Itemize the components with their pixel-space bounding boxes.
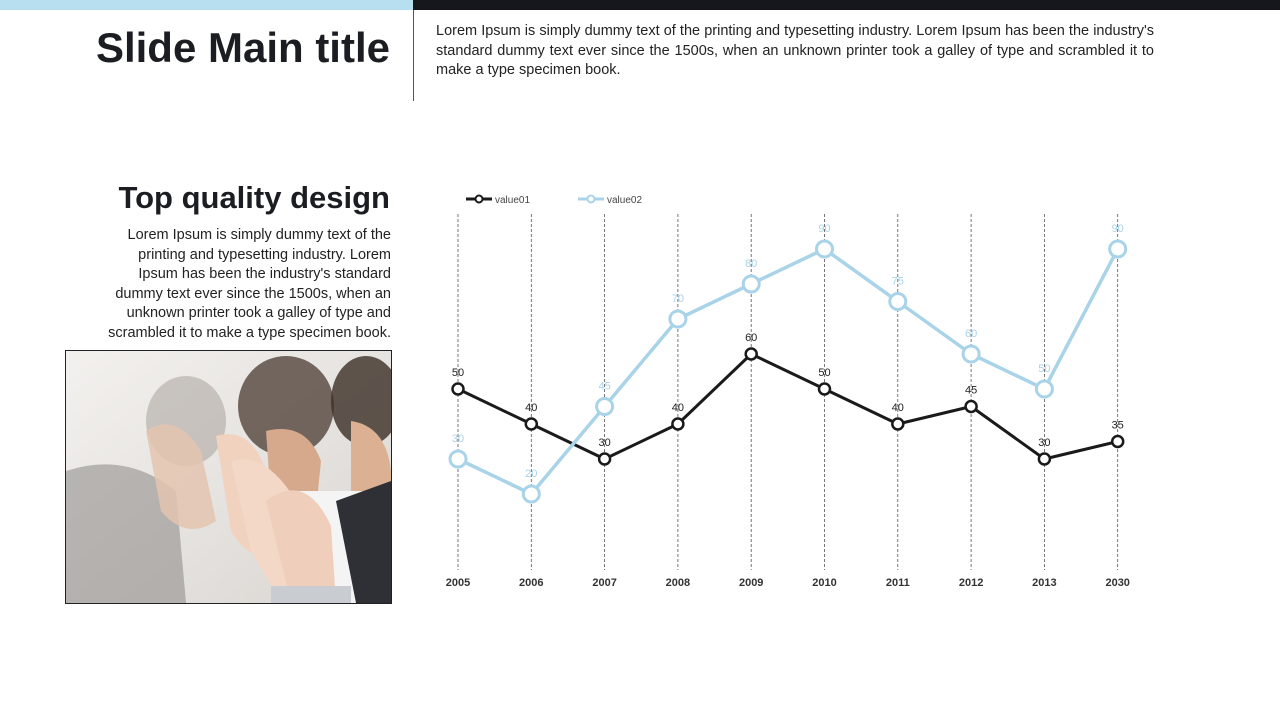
data-point <box>521 484 541 504</box>
data-label: 45 <box>965 385 977 397</box>
data-point <box>964 399 978 414</box>
x-tick-label: 2005 <box>446 577 470 589</box>
data-label: 30 <box>598 437 610 449</box>
top-accent-bar-dark <box>413 0 1280 10</box>
data-point <box>451 382 465 396</box>
line-chart: 50 40 30 40 60 50 40 45 30 35 30 20 45 70 80 90 75 60 50 90… <box>446 194 1130 589</box>
data-point <box>744 347 758 361</box>
x-tick-label: 2008 <box>666 577 690 589</box>
data-point <box>595 397 615 416</box>
data-label: 40 <box>525 402 537 414</box>
x-tick-label: 2012 <box>959 577 983 589</box>
data-point <box>961 344 981 364</box>
data-label: 35 <box>1112 420 1124 432</box>
data-label: 30 <box>452 433 464 445</box>
applause-photo <box>65 350 392 604</box>
x-tick-label: 2011 <box>886 577 910 589</box>
data-point <box>817 382 832 396</box>
legend-label: value02 <box>607 195 642 206</box>
data-point <box>1108 239 1128 259</box>
data-label: 60 <box>965 328 977 340</box>
data-label: 75 <box>892 276 904 288</box>
intro-paragraph: Lorem Ipsum is simply dummy text of the … <box>436 23 1154 78</box>
legend-swatch-marker <box>474 194 484 204</box>
legend-swatch-marker <box>586 194 596 204</box>
x-tick-label: 2013 <box>1032 577 1056 589</box>
slide-main-title: Slide Main title <box>95 24 390 71</box>
data-point <box>815 239 834 259</box>
data-label: 60 <box>745 332 757 344</box>
data-point <box>524 417 539 431</box>
legend-label: value01 <box>495 195 530 206</box>
data-point <box>891 417 905 431</box>
x-tick-label: 2009 <box>739 577 763 589</box>
series-line-value02 <box>457 247 1120 496</box>
data-label: 70 <box>672 293 684 305</box>
data-label: 50 <box>818 367 830 379</box>
data-point <box>668 309 688 329</box>
x-tick-label: 2007 <box>592 577 616 589</box>
data-label: 20 <box>525 468 537 480</box>
data-label: 40 <box>672 402 684 414</box>
top-accent-bar-light <box>0 0 413 10</box>
data-label: 40 <box>892 402 904 414</box>
section-body-text: Lorem Ipsum is simply dummy text of the … <box>108 227 391 341</box>
data-point <box>1037 452 1052 466</box>
x-tick-label: 2030 <box>1105 577 1129 589</box>
data-label: 50 <box>1038 363 1050 375</box>
data-point <box>1110 434 1125 449</box>
series-line-value01 <box>457 352 1119 461</box>
data-label: 90 <box>1112 223 1124 235</box>
x-tick-label: 2006 <box>519 577 543 589</box>
data-label: 30 <box>1038 437 1050 449</box>
data-label: 90 <box>818 223 830 235</box>
section-title: Top quality design <box>118 180 390 215</box>
data-point <box>888 292 908 311</box>
data-point <box>671 417 685 431</box>
header-divider <box>413 10 414 101</box>
data-label: 80 <box>745 258 757 270</box>
data-label: 50 <box>452 367 464 379</box>
data-point <box>597 452 612 466</box>
data-point <box>741 274 761 294</box>
data-label: 45 <box>598 381 610 393</box>
data-point <box>448 449 468 469</box>
data-point <box>1034 379 1054 399</box>
x-tick-label: 2010 <box>812 577 836 589</box>
